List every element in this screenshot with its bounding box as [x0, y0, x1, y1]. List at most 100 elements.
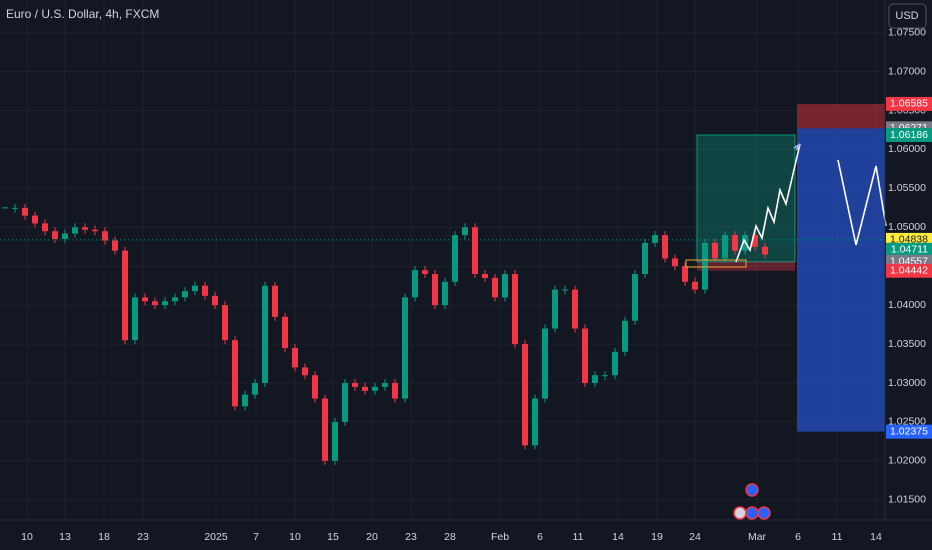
candle-body	[372, 386, 378, 391]
candle-body	[612, 351, 618, 376]
candle-body	[642, 242, 648, 275]
candle-body	[102, 231, 108, 241]
candle-body	[152, 301, 158, 306]
candle-body	[652, 235, 658, 243]
x-tick-label: 23	[405, 531, 417, 543]
candle-body	[562, 289, 568, 291]
x-tick-label: 24	[689, 531, 701, 543]
y-tick-label: 1.07000	[888, 65, 926, 77]
entry-zone	[685, 259, 747, 268]
candle-body	[42, 223, 48, 232]
candle-body	[72, 227, 78, 234]
y-axis: 1.075001.070001.065001.060001.055001.050…	[886, 26, 932, 506]
event-icons	[733, 483, 771, 520]
x-tick-label: 10	[21, 531, 33, 543]
currency-label[interactable]: USD	[895, 10, 918, 22]
candle-body	[462, 227, 468, 236]
x-tick-label: 10	[289, 531, 301, 543]
candle-body	[192, 285, 198, 292]
candle-body	[252, 382, 258, 395]
candle-body	[622, 320, 628, 352]
candle-body	[752, 235, 758, 247]
candle-body	[32, 215, 38, 224]
candle-body	[672, 258, 678, 267]
x-tick-label: 18	[98, 531, 110, 543]
candle-body	[22, 207, 28, 216]
y-tick-label: 1.03000	[888, 377, 926, 389]
price-tag	[886, 263, 932, 278]
candle-body	[132, 297, 138, 341]
price-tag	[886, 424, 932, 439]
candle-body	[262, 285, 268, 383]
candle-body	[432, 274, 438, 306]
candle-body	[232, 340, 238, 407]
candle-body	[182, 291, 188, 298]
y-tick-label: 1.05000	[888, 221, 926, 233]
y-tick-label: 1.07500	[888, 26, 926, 38]
price-tag-label: 1.06585	[890, 98, 928, 110]
candle-body	[142, 297, 148, 302]
candle-body	[532, 398, 538, 446]
x-tick-label: 7	[253, 531, 259, 543]
price-tag-label: 1.04442	[890, 265, 928, 277]
candle-body	[212, 295, 218, 306]
currency-button[interactable]	[888, 3, 927, 29]
candle-body	[172, 297, 178, 302]
candle-body	[632, 274, 638, 321]
price-tag	[886, 127, 932, 142]
x-tick-label: 19	[651, 531, 663, 543]
x-tick-label: 13	[59, 531, 71, 543]
candle-body	[282, 316, 288, 348]
candle-body	[522, 344, 528, 446]
candle-body	[552, 289, 558, 329]
price-tag-label: 1.04711	[891, 244, 928, 256]
candle-body	[582, 328, 588, 383]
x-tick-label: 11	[573, 531, 584, 543]
x-axis: 10 13 18 23 2025 7 10 15 20 23 28 Feb 6 11 14 19 24 Mar 6 1…	[21, 531, 882, 543]
x-tick-label: Mar	[748, 531, 767, 543]
candle-body	[352, 382, 358, 387]
candle-body	[472, 227, 478, 275]
short-target-zone	[797, 128, 885, 432]
candle-body	[392, 382, 398, 399]
candle-body	[112, 240, 118, 251]
candle-body	[222, 305, 228, 341]
short-stop-zone	[797, 103, 885, 129]
projection-arrow	[793, 143, 801, 151]
candle-body	[602, 375, 608, 377]
candle-body	[512, 274, 518, 345]
candle-body	[442, 281, 448, 306]
y-tick-label: 1.05500	[888, 182, 926, 194]
candle-body	[362, 386, 368, 391]
x-tick-label: 2025	[204, 531, 228, 543]
y-tick-label: 1.02000	[888, 455, 926, 467]
candle-body	[502, 274, 508, 298]
candle-body	[92, 229, 98, 232]
candle-body	[762, 246, 768, 255]
candle-body	[82, 227, 88, 230]
candle-body	[12, 207, 18, 209]
candle-body	[322, 398, 328, 461]
candle-body	[412, 270, 418, 298]
candle-body	[662, 235, 668, 259]
price-tag-label: 1.02375	[890, 425, 928, 437]
chart-title: Euro / U.S. Dollar, 4h, FXCM	[6, 7, 159, 21]
candle-body	[292, 347, 298, 368]
x-tick-label: 23	[137, 531, 149, 543]
x-tick-label: 14	[612, 531, 624, 543]
y-tick-label: 1.01500	[888, 494, 926, 506]
candle-body	[202, 285, 208, 296]
y-tick-label: 1.04000	[888, 299, 926, 311]
x-tick-label: Feb	[491, 531, 509, 543]
x-tick-label: 20	[366, 531, 378, 543]
projection-path	[837, 159, 887, 246]
candle-body	[452, 235, 458, 282]
price-tag-label: 1.06186	[890, 129, 928, 141]
x-tick-label: 6	[795, 531, 801, 543]
x-tick-label: 6	[537, 531, 543, 543]
candle-body	[62, 233, 68, 239]
candle-body	[302, 367, 308, 376]
candle-body	[242, 394, 248, 407]
candle-body	[722, 235, 728, 259]
